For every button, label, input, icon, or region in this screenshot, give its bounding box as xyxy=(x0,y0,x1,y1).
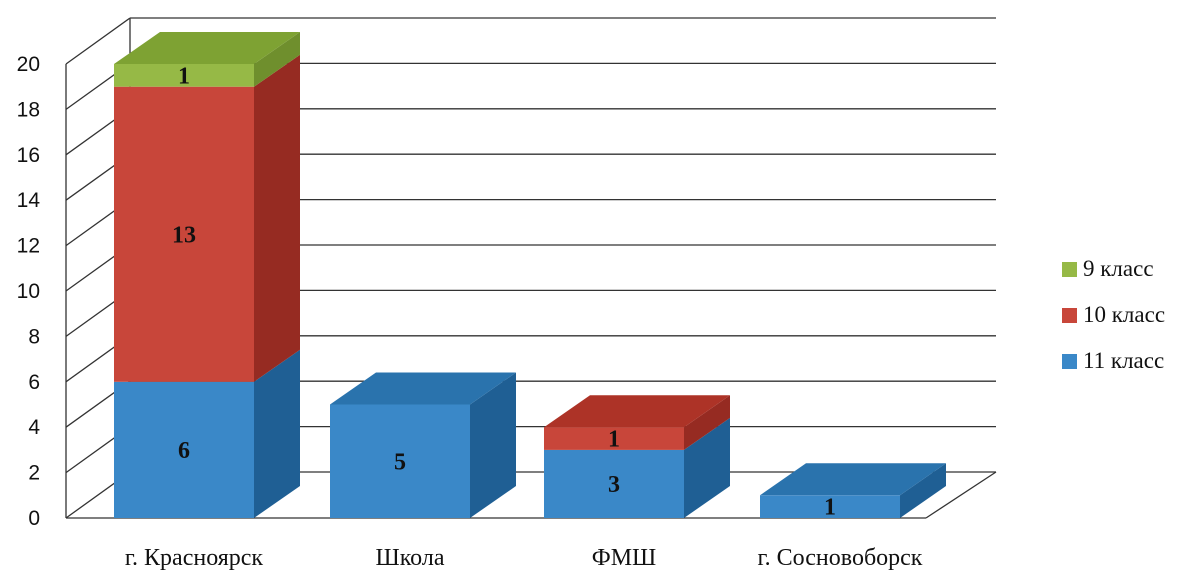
bars xyxy=(114,32,946,518)
data-label: 5 xyxy=(394,449,406,475)
bar-side xyxy=(900,463,946,518)
bar-side xyxy=(684,417,730,518)
legend-swatch-11 xyxy=(1062,353,1077,369)
bar-segment xyxy=(544,449,684,518)
y-tick-label: 18 xyxy=(17,98,40,121)
y-axis-ticks: 0 2 4 6 8 10 12 14 16 18 20 xyxy=(17,53,41,530)
y-tick-label: 10 xyxy=(17,280,40,303)
legend-item-9: 9 класс xyxy=(1062,246,1165,292)
bar-side xyxy=(254,32,300,87)
x-category-label: ФМШ xyxy=(592,545,657,571)
bar-side xyxy=(254,349,300,518)
data-label: 13 xyxy=(172,222,196,248)
data-label: 6 xyxy=(178,438,190,464)
y-tick-label: 14 xyxy=(17,189,41,212)
bar-segment xyxy=(544,427,684,450)
y-tick-label: 0 xyxy=(28,507,40,530)
bar-segment xyxy=(114,86,254,382)
y-tick-label: 4 xyxy=(28,416,40,439)
bar-side xyxy=(470,372,516,518)
x-axis-categories: г. Красноярск Школа ФМШ г. Сосновоборск xyxy=(125,545,923,571)
bar-segment xyxy=(114,381,254,518)
bar-top xyxy=(330,372,516,405)
x-category-label: г. Красноярск xyxy=(125,545,264,571)
legend-label-11: 11 класс xyxy=(1083,348,1165,373)
bar-top xyxy=(760,463,946,496)
bar-segment xyxy=(760,495,900,518)
legend-item-10: 10 класс xyxy=(1062,292,1165,338)
y-tick-label: 12 xyxy=(17,235,40,258)
data-label: 3 xyxy=(608,472,620,498)
bar-top xyxy=(114,32,300,64)
y-tick-label: 20 xyxy=(17,53,40,76)
y-tick-label: 16 xyxy=(17,144,40,167)
bar-segment xyxy=(114,64,254,87)
bar-side xyxy=(684,395,730,450)
data-label: 1 xyxy=(608,427,620,453)
x-category-label: г. Сосновоборск xyxy=(758,545,923,571)
y-tick-label: 8 xyxy=(28,325,40,348)
data-label: 1 xyxy=(824,495,836,521)
legend: 9 класс 10 класс 11 класс xyxy=(1062,246,1165,384)
y-tick-label: 6 xyxy=(28,371,40,394)
data-labels: 6 13 1 5 3 1 1 xyxy=(172,63,836,520)
data-label: 1 xyxy=(178,63,190,89)
floor-right-edge xyxy=(925,471,997,519)
legend-label-10: 10 класс xyxy=(1083,302,1166,327)
wall-gridline xyxy=(65,17,131,65)
legend-label-9: 9 класс xyxy=(1083,256,1154,281)
y-tick-label: 2 xyxy=(28,462,40,485)
x-category-label: Школа xyxy=(376,545,445,571)
legend-item-11: 11 класс xyxy=(1062,338,1165,384)
legend-swatch-10 xyxy=(1062,307,1077,323)
bar-segment xyxy=(330,404,470,518)
bar-side xyxy=(254,54,300,382)
bar-top xyxy=(544,395,730,428)
legend-swatch-9 xyxy=(1062,261,1077,277)
